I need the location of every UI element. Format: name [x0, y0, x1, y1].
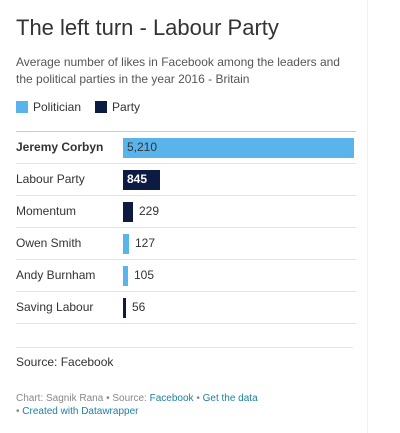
category-label-andy-burnham: Andy Burnham — [16, 268, 96, 282]
frame-edge — [367, 0, 368, 433]
footer-source-prefix: Source: — [112, 393, 147, 404]
category-label-jeremy-corbyn: Jeremy Corbyn — [16, 140, 104, 154]
legend-swatch-politician — [16, 101, 28, 113]
bar-andy-burnham — [123, 266, 128, 286]
source-note: Source: Facebook — [16, 355, 114, 369]
bar-saving-labour — [123, 298, 126, 318]
footer-source-link[interactable]: Facebook — [149, 393, 194, 404]
footer-chart-credit: Chart: Sagnik Rana — [16, 393, 104, 404]
category-label-momentum: Momentum — [16, 204, 77, 218]
bar-row-owen-smith: Owen Smith 127 — [16, 228, 356, 260]
footer-bullet-1: • — [106, 393, 110, 404]
value-label-jeremy-corbyn: 5,210 — [127, 140, 158, 154]
legend-item-party: Party — [95, 100, 140, 114]
value-label-saving-labour: 56 — [132, 300, 146, 314]
bar-rows: Jeremy Corbyn 5,210 Labour Party 845 Momentu… — [16, 131, 356, 324]
bar-row-momentum: Momentum 229 — [16, 196, 356, 228]
chart-footer: Chart: Sagnik Rana • Source: Facebook • … — [16, 392, 356, 418]
bar-owen-smith — [123, 234, 129, 254]
footer-bullet-3: • — [16, 406, 20, 417]
bar-row-jeremy-corbyn: Jeremy Corbyn 5,210 — [16, 132, 356, 164]
value-label-labour-party: 845 — [127, 172, 148, 186]
category-label-labour-party: Labour Party — [16, 172, 85, 186]
chart-container: The left turn - Labour Party Average num… — [16, 14, 356, 324]
source-divider — [16, 347, 353, 348]
chart-subtitle: Average number of likes in Facebook amon… — [16, 55, 340, 86]
bar-jeremy-corbyn — [123, 138, 354, 158]
legend-swatch-party — [95, 101, 108, 113]
legend-label-politician: Politician — [33, 100, 82, 114]
chart-title: The left turn - Labour Party — [16, 15, 279, 40]
value-label-andy-burnham: 105 — [134, 268, 155, 282]
footer-datawrapper-link[interactable]: Created with Datawrapper — [22, 406, 139, 417]
footer-get-data-link[interactable]: Get the data — [202, 393, 258, 404]
bar-row-labour-party: Labour Party 845 — [16, 164, 356, 196]
category-label-saving-labour: Saving Labour — [16, 300, 94, 314]
legend-item-politician: Politician — [16, 100, 81, 114]
chart-legend: Politician Party — [16, 100, 356, 114]
bar-row-saving-labour: Saving Labour 56 — [16, 292, 356, 324]
bar-labour-party — [123, 170, 160, 190]
footer-bullet-2: • — [196, 393, 200, 404]
value-label-owen-smith: 127 — [135, 236, 156, 250]
legend-label-party: Party — [112, 100, 141, 114]
category-label-owen-smith: Owen Smith — [16, 236, 82, 250]
bar-row-andy-burnham: Andy Burnham 105 — [16, 260, 356, 292]
bar-momentum — [123, 202, 133, 222]
value-label-momentum: 229 — [139, 204, 160, 218]
